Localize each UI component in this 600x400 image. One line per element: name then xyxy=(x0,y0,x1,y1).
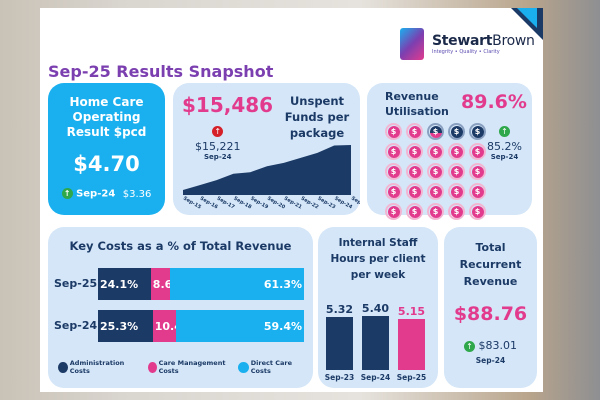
dollar-coin-icon: $ xyxy=(427,163,444,180)
logo: StewartBrown Integrity • Quality • Clari… xyxy=(400,28,535,60)
dollar-coin-icon: $ xyxy=(448,143,465,160)
dollar-coin-icon: $ xyxy=(385,203,402,220)
prev-label: Sep-24 xyxy=(76,188,116,200)
prev-label: Sep-24 xyxy=(204,153,232,161)
dollar-coin-icon: $ xyxy=(448,163,465,180)
dollar-coin-icon: $ xyxy=(448,183,465,200)
dollar-coin-icon: $ xyxy=(469,123,486,140)
bar xyxy=(326,316,353,370)
unspent-value: $15,486 xyxy=(182,93,274,117)
home-care-panel: Home Care Operating Result $pcd $4.70 ↑ … xyxy=(48,83,165,215)
legend-swatch xyxy=(58,361,68,373)
key-costs-panel: Key Costs as a % of Total Revenue Sep-25… xyxy=(48,227,313,388)
unspent-prev: ↑ $15,221 Sep-24 xyxy=(195,121,241,161)
bar-segment: 61.3% xyxy=(169,268,304,300)
dollar-coin-icon: $ xyxy=(448,123,465,140)
legend-item: Care Management Costs xyxy=(148,359,228,375)
legend-label: Care Management Costs xyxy=(158,359,226,375)
row-label: Sep-25 xyxy=(54,277,98,290)
data-label: 5.32 xyxy=(325,302,354,316)
dollar-coin-icon: $ xyxy=(406,163,423,180)
dollar-coin-icon: $ xyxy=(385,123,402,140)
bar xyxy=(398,318,425,370)
dollar-coin-icon: $ xyxy=(427,203,444,220)
row-label: Sep-24 xyxy=(54,319,98,332)
recurrent-title: Total Recurrent Revenue xyxy=(459,241,522,288)
data-label: 5.40 xyxy=(361,302,390,315)
recurrent-prev: ↑ $83.01 xyxy=(444,339,537,352)
prev-value: $15,221 xyxy=(195,140,241,153)
dollar-coin-icon: $ xyxy=(469,163,486,180)
logo-mark-icon xyxy=(400,28,424,60)
x-tick-label: Sep-23 xyxy=(324,373,355,382)
data-label: 5.15 xyxy=(397,304,426,318)
dollar-coin-icon: $ xyxy=(385,183,402,200)
dollar-coin-icon: $ xyxy=(448,203,465,220)
snapshot-card: StewartBrown Integrity • Quality • Clari… xyxy=(40,8,543,392)
brand-name: StewartBrown xyxy=(432,33,535,49)
bar-segment: 24.1% xyxy=(98,268,151,300)
recurrent-value: $88.76 xyxy=(453,303,528,325)
staff-hours-title: Internal Staff Hours per client per week xyxy=(330,237,426,281)
bar-segment: 8.6% xyxy=(150,268,183,300)
stacked-bar: 24.1% 8.6% 61.3% xyxy=(98,268,304,300)
dollar-coin-icon: $ xyxy=(406,203,423,220)
home-care-prev: ↑ Sep-24 $3.36 xyxy=(48,188,165,200)
revenue-utilisation-panel: Revenue Utilisation 89.6% $ $ $ $ $ $ $ $ $ $ $ $ $ $… xyxy=(367,83,532,220)
x-tick-label: Sep-25 xyxy=(350,196,360,211)
dollar-coin-icon: $ xyxy=(406,183,423,200)
stacked-bar: 25.3% 10.4% 59.4% xyxy=(98,310,304,342)
key-costs-legend: Administration Costs Care Management Cost… xyxy=(58,359,313,375)
recurrent-revenue-panel: Total Recurrent Revenue $88.76 ↑ $83.01 … xyxy=(444,227,537,388)
dollar-coin-icon: $ xyxy=(427,123,444,140)
revenue-util-title: Revenue Utilisation xyxy=(385,90,449,118)
arrow-up-icon: ↑ xyxy=(212,126,224,137)
dollar-coin-icon: $ xyxy=(385,163,402,180)
brand-tagline: Integrity • Quality • Clarity xyxy=(432,49,500,55)
home-care-value: $4.70 xyxy=(73,152,140,176)
arrow-up-icon: ↑ xyxy=(498,126,510,137)
legend-item: Administration Costs xyxy=(58,359,138,375)
legend-swatch xyxy=(238,361,249,373)
prev-label: Sep-24 xyxy=(490,153,519,161)
key-costs-title: Key Costs as a % of Total Revenue xyxy=(69,239,292,253)
dollar-coin-icon: $ xyxy=(406,123,423,140)
unspent-funds-panel: $15,486 Unspent Funds per package ↑ $15,… xyxy=(173,83,360,215)
bar xyxy=(362,316,389,370)
dollar-coin-icon: $ xyxy=(427,143,444,160)
arrow-up-icon: ↑ xyxy=(464,340,475,352)
dollar-coin-icon: $ xyxy=(469,203,486,220)
dollar-coin-icon: $ xyxy=(406,143,423,160)
bar-segment: 59.4% xyxy=(175,310,304,342)
legend-swatch xyxy=(148,361,157,373)
area-series xyxy=(183,145,351,195)
prev-value: 85.2% xyxy=(487,140,522,153)
revenue-util-prev: ↑ 85.2% Sep-24 xyxy=(487,121,522,161)
corner-accent xyxy=(517,8,537,28)
dollar-coin-icon: $ xyxy=(427,183,444,200)
page-title: Sep-25 Results Snapshot xyxy=(48,62,274,81)
bar-segment: 10.4% xyxy=(152,310,193,342)
dollar-coin-icon: $ xyxy=(469,143,486,160)
unspent-area-chart: Sep-15Sep-16Sep-17Sep-18Sep-19Sep-20Sep-… xyxy=(182,145,360,211)
home-care-title: Home Care Operating Result $pcd xyxy=(66,95,147,139)
legend-label: Direct Care Costs xyxy=(250,359,292,375)
prev-value: $83.01 xyxy=(478,339,518,352)
prev-value: $3.36 xyxy=(122,188,152,200)
legend-item: Direct Care Costs xyxy=(238,359,313,375)
bar-segment: 25.3% xyxy=(98,310,153,342)
prev-label: Sep-24 xyxy=(475,356,506,365)
coin-grid: $ $ $ $ $ $ $ $ $ $ $ $ $ $ $ $ $ $ $ $ $ $ $ $ $ xyxy=(385,123,486,220)
unspent-title: Unspent Funds per package xyxy=(284,94,350,140)
staff-hours-panel: Internal Staff Hours per client per week… xyxy=(318,227,438,388)
arrow-up-icon: ↑ xyxy=(61,188,73,199)
revenue-util-value: 89.6% xyxy=(461,91,527,113)
dollar-coin-icon: $ xyxy=(469,183,486,200)
dollar-coin-icon: $ xyxy=(385,143,402,160)
x-tick-label: Sep-24 xyxy=(360,373,391,382)
x-tick-label: Sep-25 xyxy=(396,373,427,382)
legend-label: Administration Costs xyxy=(69,359,125,375)
